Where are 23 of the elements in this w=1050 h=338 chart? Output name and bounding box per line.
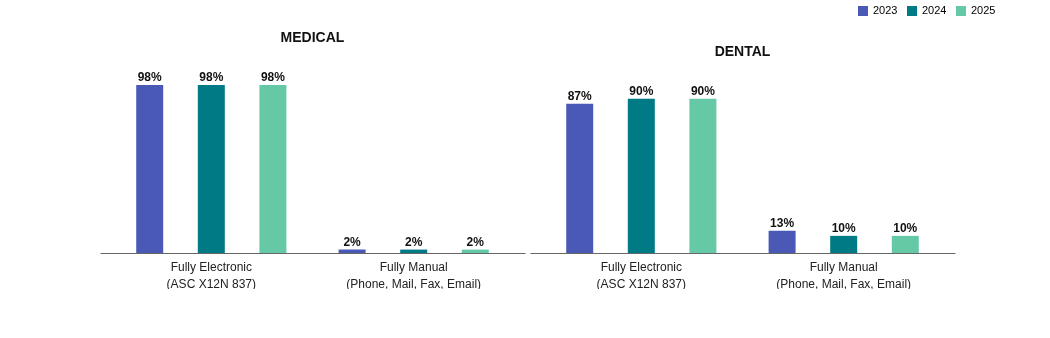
legend-label: 2023	[873, 4, 898, 16]
bar	[830, 235, 858, 253]
legend-label: 2024	[922, 4, 947, 16]
data-label: 2%	[405, 234, 423, 249]
data-label: 2%	[466, 234, 485, 249]
data-label: 13%	[770, 215, 795, 230]
data-label: 10%	[831, 220, 857, 235]
data-label: 90%	[629, 83, 654, 98]
data-label: 87%	[567, 88, 593, 103]
data-label: 98%	[137, 70, 163, 84]
bar	[768, 230, 796, 253]
bar	[627, 98, 655, 253]
data-label: 98%	[199, 70, 224, 84]
data-label: 2%	[343, 234, 362, 249]
chart-title: DENTAL	[714, 42, 771, 59]
bar	[689, 98, 717, 253]
bar	[891, 235, 919, 253]
data-label: 10%	[893, 220, 918, 235]
chart-title: MEDICAL	[280, 29, 345, 45]
legend-label: 2025	[971, 4, 996, 16]
bar	[566, 103, 594, 253]
data-label: 98%	[260, 70, 286, 84]
data-label: 90%	[690, 83, 716, 98]
